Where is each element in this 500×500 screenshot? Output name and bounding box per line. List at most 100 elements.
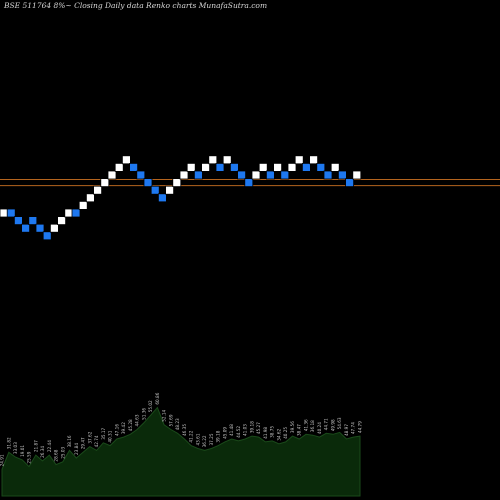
- volume-label-1: 31.82: [6, 437, 11, 449]
- renko-brick-39: [280, 170, 290, 180]
- renko-brick-44: [316, 162, 326, 172]
- volume-label-13: 37.62: [87, 431, 92, 443]
- volume-label-35: 44.52: [236, 426, 241, 438]
- volume-label-29: 43.61: [195, 433, 200, 445]
- renko-brick-26: [186, 162, 196, 172]
- volume-label-10: 38.16: [67, 435, 72, 447]
- volume-label-34: 41.48: [229, 424, 234, 436]
- renko-brick-2: [13, 216, 23, 226]
- volume-label-51: 48.97: [344, 424, 349, 436]
- volume-label-17: 47.16: [114, 424, 119, 436]
- renko-brick-5: [35, 223, 45, 233]
- volume-label-5: 21.87: [33, 440, 38, 452]
- volume-label-16: 40.31: [108, 430, 113, 442]
- volume-label-21: 51.36: [141, 408, 146, 420]
- renko-brick-15: [107, 170, 117, 180]
- renko-brick-17: [122, 155, 131, 165]
- volume-label-39: 41.98: [263, 427, 268, 439]
- renko-brick-14: [100, 178, 110, 188]
- volume-label-32: 39.18: [216, 430, 221, 442]
- volume-label-43: 39.56: [290, 421, 295, 433]
- renko-brick-42: [301, 162, 311, 172]
- volume-label-41: 34.62: [276, 428, 281, 440]
- renko-brick-29: [208, 155, 218, 165]
- renko-brick-49: [352, 170, 362, 180]
- renko-brick-28: [201, 162, 211, 172]
- volume-label-15: 35.17: [101, 427, 106, 439]
- renko-brick-11: [78, 200, 88, 210]
- chart-title: BSE 511764 8%~ Closing Daily data Renko …: [4, 1, 268, 10]
- renko-brick-24: [172, 178, 182, 188]
- renko-brick-41: [294, 155, 304, 165]
- volume-label-6: 26.34: [40, 446, 45, 458]
- renko-brick-4: [28, 216, 38, 226]
- volume-label-45: 41.36: [304, 419, 309, 431]
- renko-brick-13: [93, 185, 102, 195]
- renko-brick-18: [129, 162, 139, 172]
- renko-brick-27: [193, 170, 203, 180]
- renko-brick-19: [136, 170, 146, 180]
- volume-area: [1, 406, 361, 497]
- renko-brick-36: [258, 162, 268, 172]
- volume-label-36: 41.03: [243, 424, 248, 436]
- volume-label-28: 41.22: [189, 430, 194, 442]
- renko-brick-35: [251, 170, 261, 180]
- renko-brick-45: [323, 170, 333, 180]
- renko-brick-3: [21, 223, 31, 233]
- volume-label-48: 44.71: [324, 418, 329, 430]
- volume-label-53: 44.79: [358, 421, 363, 433]
- renko-brick-38: [273, 162, 283, 172]
- volume-label-4: 25.59: [27, 451, 32, 463]
- volume-label-27: 46.35: [182, 424, 187, 436]
- volume-label-44: 38.47: [297, 424, 302, 436]
- renko-brick-25: [179, 170, 189, 180]
- volume-label-42: 40.25: [283, 427, 288, 439]
- renko-brick-46: [330, 162, 340, 172]
- renko-brick-40: [287, 162, 297, 172]
- renko-brick-6: [42, 231, 52, 241]
- volume-label-25: 57.69: [168, 414, 173, 426]
- volume-label-30: 36.22: [202, 435, 207, 447]
- volume-label-9: 25.03: [60, 446, 65, 458]
- renko-brick-1: [6, 208, 16, 218]
- volume-label-26: 48.23: [175, 418, 180, 430]
- renko-brick-21: [150, 185, 160, 195]
- renko-brick-20: [143, 178, 153, 188]
- volume-label-3: 19.01: [20, 445, 25, 457]
- volume-label-50: 54.63: [337, 417, 342, 429]
- volume-label-20: 44.63: [135, 414, 140, 426]
- renko-brick-31: [222, 155, 232, 165]
- volume-label-38: 45.27: [256, 422, 261, 434]
- volume-label-19: 45.28: [128, 419, 133, 431]
- volume-label-2: 33.03: [13, 442, 18, 454]
- volume-label-18: 39.42: [121, 422, 126, 434]
- volume-label-46: 36.18: [310, 420, 315, 432]
- volume-label-40: 38.75: [270, 426, 275, 438]
- volume-label-0: 24.91: [0, 454, 5, 466]
- renko-brick-23: [165, 185, 175, 195]
- volume-label-24: 52.14: [162, 409, 167, 421]
- renko-brick-7: [50, 223, 59, 233]
- volume-label-37: 39.18: [249, 421, 254, 433]
- renko-brick-34: [244, 178, 254, 188]
- volume-label-11: 23.84: [74, 443, 79, 455]
- volume-label-49: 49.98: [331, 419, 336, 431]
- renko-brick-32: [229, 162, 239, 172]
- renko-bricks: [0, 155, 362, 241]
- renko-brick-10: [71, 208, 81, 218]
- renko-brick-16: [114, 162, 124, 172]
- renko-brick-43: [309, 155, 319, 165]
- volume-label-52: 47.74: [351, 422, 356, 434]
- volume-label-8: 28.68: [54, 449, 59, 461]
- renko-brick-12: [86, 193, 95, 203]
- renko-brick-47: [337, 170, 347, 180]
- renko-brick-22: [157, 193, 167, 203]
- volume-label-12: 29.47: [81, 437, 86, 449]
- volume-label-23: 60.86: [155, 392, 160, 404]
- volume-label-47: 40.24: [317, 422, 322, 434]
- renko-brick-30: [215, 162, 225, 172]
- volume-label-14: 42.74: [94, 435, 99, 447]
